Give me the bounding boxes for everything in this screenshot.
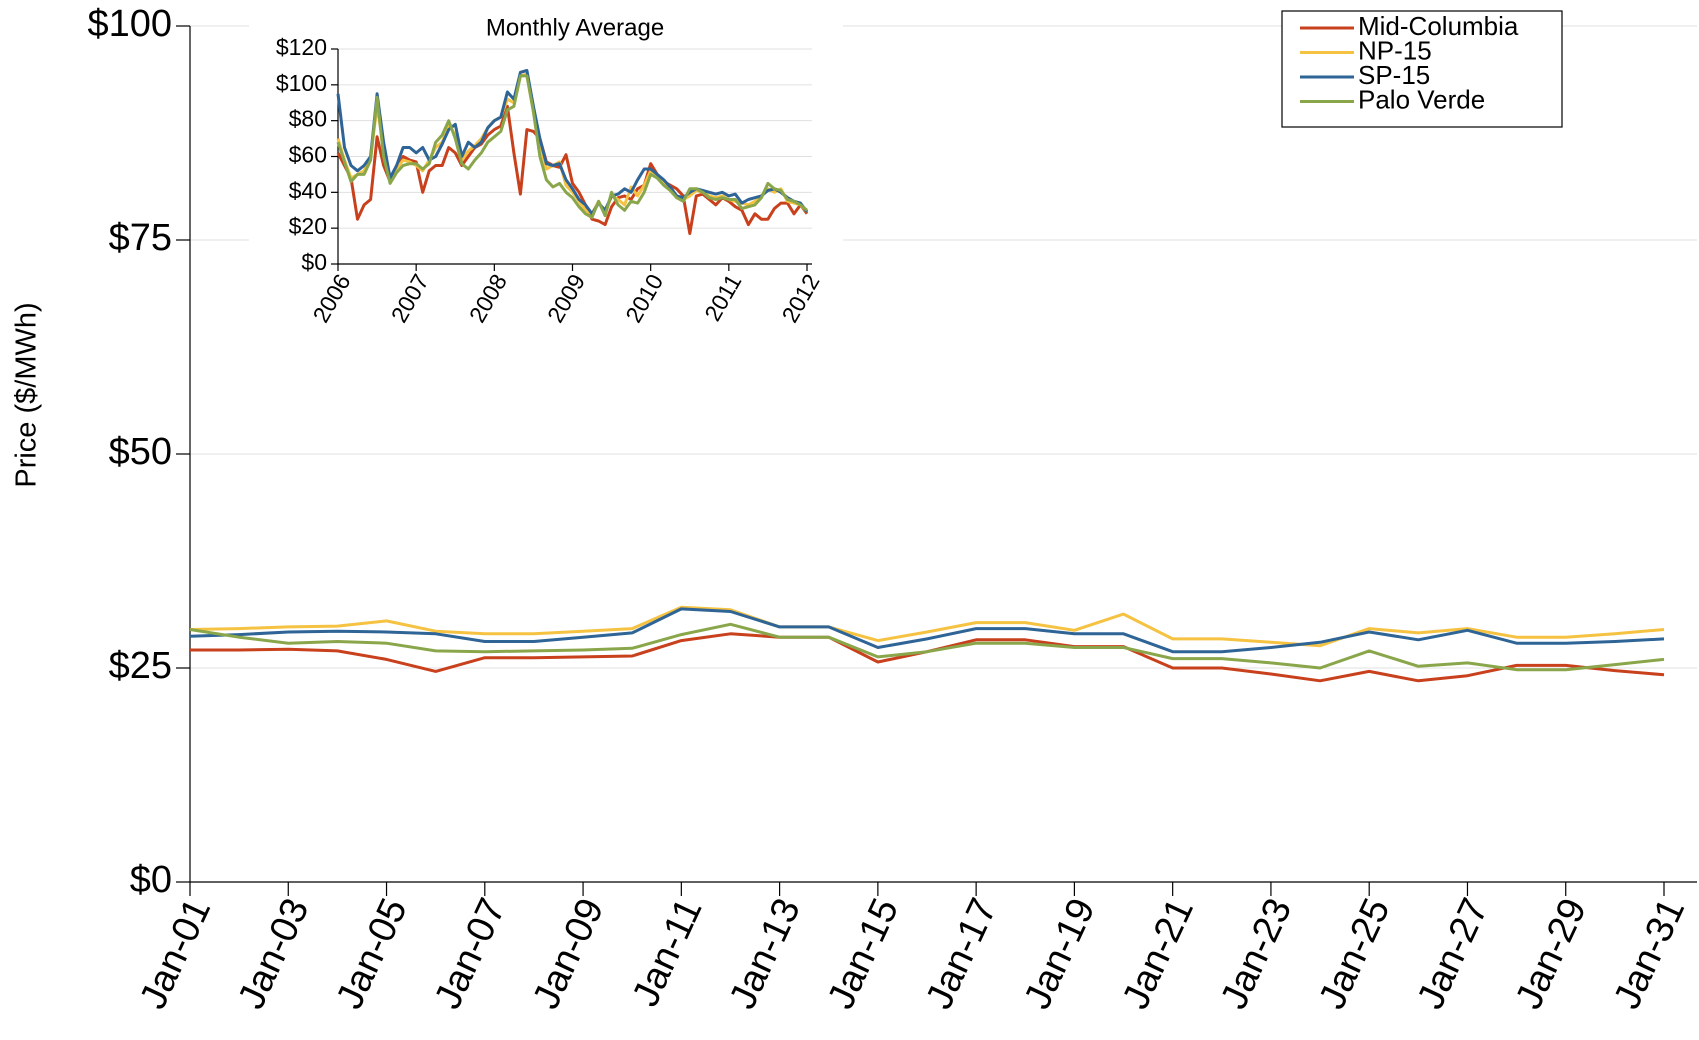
x-tick-label: Jan-19	[1016, 892, 1103, 1015]
series-line	[190, 632, 1665, 683]
legend-label: NP-15	[1358, 35, 1432, 65]
y-axis-label: Price ($/MWh)	[11, 302, 43, 487]
y-tick-label: $0	[130, 859, 172, 901]
y-tick-label: $50	[109, 431, 172, 473]
legend-label: Mid-Columbia	[1358, 11, 1519, 41]
legend-label: SP-15	[1358, 60, 1430, 90]
x-tick-label: Jan-03	[230, 892, 317, 1015]
x-tick-label: Jan-27	[1410, 892, 1497, 1015]
x-tick-label: Jan-15	[820, 892, 907, 1015]
x-tick-label: Jan-25	[1311, 892, 1398, 1015]
x-tick-label: Jan-01	[132, 892, 219, 1015]
y-tick-label: $25	[109, 645, 172, 687]
series-line	[336, 104, 809, 235]
x-tick-label: Jan-29	[1508, 892, 1595, 1015]
y-tick-label: $40	[289, 177, 327, 203]
series-line	[189, 605, 1665, 648]
x-tick-label: Jan-21	[1115, 892, 1202, 1015]
series-line	[189, 622, 1665, 672]
legend-box	[1281, 10, 1563, 128]
y-tick-label: $0	[301, 249, 327, 275]
x-tick-label: Jan-09	[525, 892, 612, 1015]
y-tick-label: $80	[289, 106, 327, 132]
legend-label: Palo Verde	[1358, 84, 1485, 114]
y-tick-label: $20	[289, 213, 327, 239]
series-line	[336, 74, 808, 219]
x-tick-label: Jan-31	[1606, 892, 1693, 1015]
chart-title: Monthly Average	[486, 14, 664, 41]
y-tick-label: $75	[109, 217, 172, 259]
x-tick-label: Jan-11	[625, 892, 711, 1013]
y-tick-label: $60	[289, 142, 327, 168]
x-tick-label: Jan-17	[918, 892, 1005, 1015]
series-line	[336, 69, 809, 216]
y-tick-label: $120	[276, 34, 327, 60]
x-tick-label: Jan-05	[329, 892, 416, 1015]
x-tick-label: Jan-07	[427, 892, 514, 1015]
series-line	[189, 607, 1665, 654]
y-tick-label: $100	[87, 3, 172, 45]
x-tick-label: Jan-23	[1213, 892, 1300, 1015]
y-tick-label: $100	[276, 70, 327, 96]
x-tick-label: Jan-13	[722, 892, 809, 1015]
